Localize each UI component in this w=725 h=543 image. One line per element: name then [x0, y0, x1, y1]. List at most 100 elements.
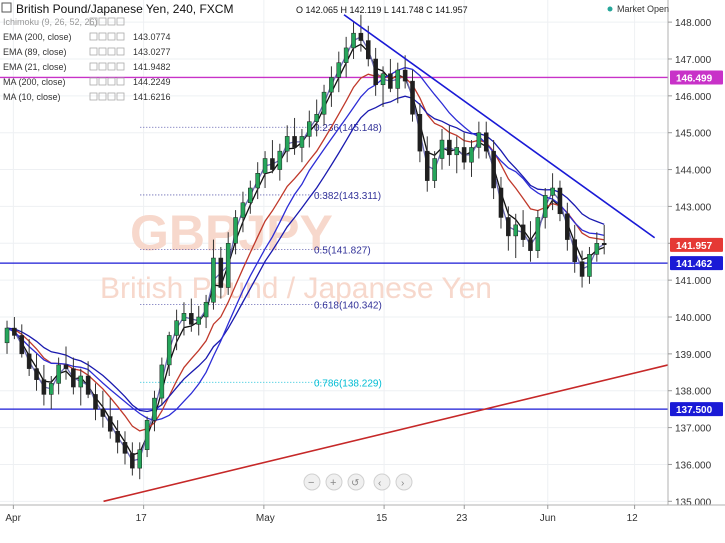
indicator-control-icon[interactable] [116, 32, 125, 41]
indicator-control-icon[interactable] [107, 62, 116, 71]
zoom-in-button[interactable] [325, 473, 343, 491]
candle[interactable] [528, 221, 533, 262]
candle[interactable] [144, 416, 150, 458]
price-tag[interactable]: 137.500 [670, 402, 723, 417]
candle[interactable] [255, 162, 260, 200]
candle[interactable] [373, 47, 378, 96]
candle[interactable] [358, 14, 364, 52]
candle[interactable] [189, 298, 194, 332]
collapse-legend-icon[interactable] [1, 2, 12, 13]
candle[interactable] [351, 22, 356, 59]
ema-200-line[interactable] [6, 95, 605, 413]
candle[interactable] [71, 357, 76, 395]
indicator-control-icon[interactable] [98, 62, 107, 71]
ema-89-line[interactable] [6, 73, 605, 432]
candle[interactable] [329, 66, 334, 107]
candle[interactable] [579, 250, 585, 288]
indicator-control-icon[interactable] [107, 47, 116, 56]
ma-10-line[interactable] [6, 36, 605, 462]
candle[interactable] [152, 390, 157, 432]
candle[interactable] [34, 353, 39, 391]
candle[interactable] [93, 383, 98, 421]
candle[interactable] [491, 140, 496, 200]
indicator-row[interactable]: Ichimoku (9, 26, 52, 26) [3, 17, 125, 27]
indicator-control-icon[interactable] [98, 47, 107, 56]
indicator-control-icon[interactable] [116, 77, 125, 86]
candle[interactable] [469, 140, 474, 177]
indicator-control-icon[interactable] [107, 77, 116, 86]
candle[interactable] [432, 151, 437, 188]
candle[interactable] [321, 84, 327, 126]
candle[interactable] [550, 173, 555, 211]
candle[interactable] [248, 180, 253, 214]
candle[interactable] [439, 129, 445, 170]
candle[interactable] [122, 431, 128, 465]
indicator-control-icon[interactable] [116, 47, 125, 56]
candle[interactable] [424, 136, 430, 192]
indicator-control-icon[interactable] [107, 32, 116, 41]
candle[interactable] [159, 357, 165, 406]
candle[interactable] [284, 125, 290, 163]
candle[interactable] [277, 143, 283, 181]
price-tag[interactable]: 141.957 [670, 237, 723, 252]
indicator-row[interactable]: EMA (21, close) 141.9482 [3, 62, 171, 72]
trendline[interactable] [103, 364, 669, 503]
candle[interactable] [218, 246, 224, 299]
indicator-control-icon[interactable] [107, 17, 116, 26]
candle[interactable] [4, 320, 10, 354]
indicator-control-icon[interactable] [98, 32, 107, 41]
candle[interactable] [461, 132, 467, 170]
candle[interactable] [513, 213, 519, 259]
candle[interactable] [417, 103, 423, 163]
candle[interactable] [343, 36, 349, 78]
candle[interactable] [314, 99, 319, 137]
candle[interactable] [233, 210, 238, 255]
candle[interactable] [336, 51, 342, 93]
candle[interactable] [535, 210, 541, 259]
trendline[interactable] [343, 14, 656, 239]
candle[interactable] [100, 390, 106, 428]
ma-200-line[interactable] [6, 66, 605, 422]
price-tag[interactable]: 146.499 [670, 70, 723, 85]
indicator-control-icon[interactable] [98, 17, 107, 26]
candle[interactable] [594, 232, 600, 262]
candle[interactable] [225, 232, 231, 295]
candle[interactable] [557, 180, 563, 222]
price-tag[interactable]: 141.462 [670, 256, 723, 271]
candle[interactable] [270, 140, 275, 174]
indicator-control-icon[interactable] [89, 17, 98, 26]
indicator-control-icon[interactable] [116, 62, 125, 71]
candle[interactable] [388, 58, 393, 93]
candle[interactable] [19, 324, 25, 358]
indicator-control-icon[interactable] [98, 77, 107, 86]
zoom-out-button[interactable] [303, 473, 321, 491]
candle[interactable] [85, 361, 91, 399]
candle[interactable] [520, 210, 526, 247]
price-axis-panel[interactable] [668, 0, 725, 543]
candle[interactable] [26, 339, 32, 376]
candle[interactable] [565, 202, 570, 251]
candle[interactable] [402, 55, 408, 89]
candle[interactable] [78, 368, 84, 406]
indicator-control-icon[interactable] [89, 92, 98, 101]
candle[interactable] [48, 375, 54, 410]
indicator-row[interactable]: MA (10, close) 141.6216 [3, 92, 171, 102]
indicator-row[interactable]: EMA (200, close) 143.0774 [3, 32, 171, 42]
indicator-control-icon[interactable] [89, 77, 98, 86]
candle[interactable] [454, 136, 460, 174]
candle[interactable] [41, 364, 47, 406]
candle[interactable] [181, 302, 187, 336]
indicator-control-icon[interactable] [89, 47, 98, 56]
reset-button[interactable] [347, 473, 365, 491]
candle[interactable] [12, 317, 17, 340]
candle[interactable] [56, 357, 61, 395]
scroll-left-button[interactable] [373, 473, 391, 491]
indicator-row[interactable]: MA (200, close) 144.2249 [3, 77, 171, 87]
candle[interactable] [63, 346, 69, 380]
candle[interactable] [107, 398, 113, 439]
candle[interactable] [498, 176, 504, 229]
candle[interactable] [196, 305, 201, 336]
indicator-control-icon[interactable] [107, 92, 116, 101]
